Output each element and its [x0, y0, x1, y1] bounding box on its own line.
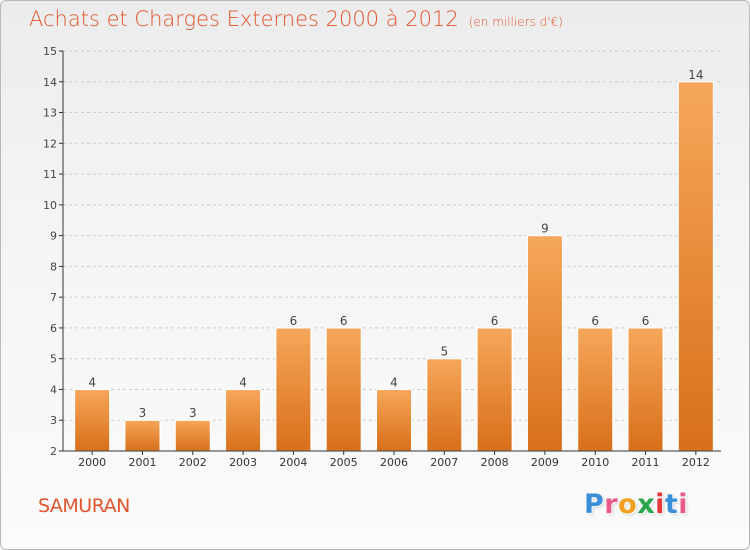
data-label: 3: [189, 406, 197, 420]
bar: [577, 327, 614, 452]
y-tick-label: 2: [50, 445, 57, 458]
x-tick-label: 2006: [380, 456, 408, 469]
chart-title: Achats et Charges Externes 2000 à 2012 (e…: [29, 7, 563, 31]
logo-letter: r: [604, 489, 619, 520]
axes: [59, 50, 721, 455]
x-tick-label: 2012: [682, 456, 710, 469]
x-tick-label: 2002: [179, 456, 207, 469]
bar: [627, 327, 664, 452]
logo-letter: t: [664, 489, 679, 520]
bar: [677, 81, 715, 452]
data-label: 6: [491, 314, 499, 328]
y-tick-label: 9: [50, 230, 57, 243]
logo-letter: i: [655, 489, 665, 520]
bar: [124, 419, 161, 452]
chart-title-text: Achats et Charges Externes 2000 à 2012: [29, 7, 459, 31]
y-tick-label: 3: [50, 414, 57, 427]
x-tick-label: 2010: [581, 456, 609, 469]
bar: [73, 388, 111, 452]
y-tick-label: 15: [43, 45, 57, 58]
data-label: 6: [340, 314, 348, 328]
y-tick-label: 13: [43, 107, 57, 120]
data-label: 3: [139, 406, 147, 420]
y-tick-label: 5: [50, 353, 57, 366]
bar: [426, 358, 463, 452]
x-tick-label: 2000: [78, 456, 106, 469]
x-tick-label: 2001: [128, 456, 156, 469]
y-tick-label: 4: [50, 383, 57, 396]
commune-name: SAMURAN: [38, 495, 130, 517]
proxiti-logo: Proxiti: [584, 489, 688, 520]
data-label: 14: [688, 68, 703, 82]
y-tick-label: 8: [50, 260, 57, 273]
bar: [174, 419, 211, 452]
y-tick-label: 11: [43, 168, 57, 181]
data-label: 6: [290, 314, 298, 328]
x-tick-label: 2005: [330, 456, 358, 469]
data-label: 4: [239, 375, 247, 389]
bar: [476, 327, 513, 452]
labels: 2 3 4 5 6 7 8 9 10 11 12 13 14 15 4 2000 3 2001 3 2002 4 2003…: [43, 45, 710, 469]
x-tick-label: 2007: [430, 456, 458, 469]
bar: [375, 388, 413, 452]
bars: [73, 81, 715, 452]
logo-letter: x: [637, 489, 656, 520]
data-label: 6: [642, 314, 650, 328]
x-tick-label: 2003: [229, 456, 257, 469]
x-tick-label: 2011: [632, 456, 660, 469]
bar: [224, 388, 262, 452]
data-label: 9: [541, 222, 549, 236]
data-label: 4: [390, 375, 398, 389]
y-tick-label: 6: [50, 322, 57, 335]
logo-letter: o: [618, 489, 638, 520]
y-tick-label: 14: [43, 76, 57, 89]
data-label: 5: [440, 345, 448, 359]
bar: [325, 327, 362, 452]
bar: [526, 235, 564, 452]
chart-unit: (en milliers d'€): [468, 15, 563, 29]
y-tick-label: 12: [43, 137, 57, 150]
y-tick-label: 10: [43, 199, 57, 212]
x-tick-label: 2008: [481, 456, 509, 469]
bar: [275, 327, 312, 452]
logo-letter: P: [584, 489, 605, 520]
x-tick-label: 2009: [531, 456, 559, 469]
data-label: 6: [591, 314, 599, 328]
logo-letter: i: [678, 489, 689, 520]
x-tick-label: 2004: [279, 456, 307, 469]
y-tick-label: 7: [50, 291, 57, 304]
data-label: 4: [88, 375, 96, 389]
